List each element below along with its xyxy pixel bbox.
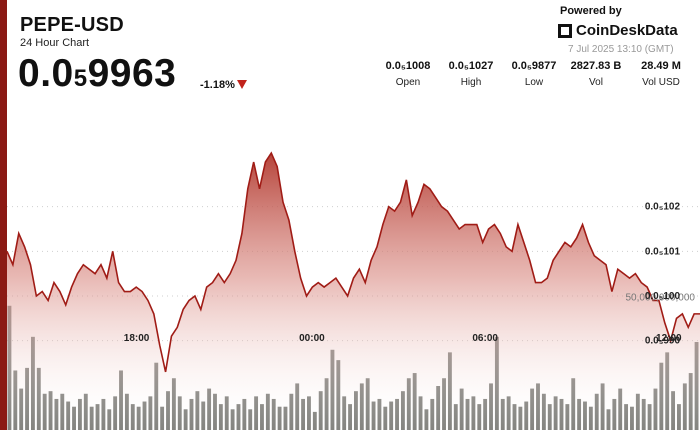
stat-label: Open (395, 77, 421, 88)
price-line (6, 151, 700, 373)
stat-label: Vol USD (642, 77, 680, 88)
chart-timestamp: 7 Jul 2025 13:10 (GMT) (568, 44, 674, 55)
accent-bar (0, 0, 7, 430)
x-tick-label: 06:00 (472, 333, 498, 344)
down-arrow-icon (237, 80, 247, 89)
brand-name: CoinDeskData (576, 22, 678, 39)
stat-value: 0.0₅9877 (511, 60, 557, 72)
price-change: -1.18% (200, 79, 235, 91)
x-tick-label: 18:00 (124, 333, 150, 344)
pair-title: PEPE-USD (20, 14, 124, 36)
x-tick-label: 00:00 (299, 333, 325, 344)
price-zero-count: 5 (73, 65, 88, 92)
y-tick-label: 0.0₅990 (645, 336, 681, 347)
price-area (7, 153, 700, 430)
stat-label: High (460, 77, 482, 88)
stat-value: 2827.83 B (570, 60, 622, 72)
stat-low: 0.0₅9877 Low (496, 60, 572, 88)
y-tick-label: 0.0₅102 (645, 202, 681, 213)
stat-value: 0.0₅1027 (448, 60, 494, 72)
stat-label: Vol (589, 77, 603, 88)
y-tick-label: 0.0₅101 (645, 246, 681, 257)
stat-vol-usd: 28.49 M Vol USD (623, 60, 699, 88)
stat-open: 0.0₅1008 Open (370, 60, 446, 88)
stat-high: 0.0₅1027 High (433, 60, 509, 88)
y-tick-label: 0.0₅100 (645, 291, 681, 302)
powered-by-label: Powered by (560, 5, 622, 17)
stat-vol: 2827.83 B Vol (558, 60, 634, 88)
axis-labels: 50,000,000,000 0.0₅102 0.0₅101 0.0₅100 0.0₅9… (124, 202, 696, 347)
coindesk-logo-icon (558, 23, 572, 38)
chart-subtitle: 24 Hour Chart (20, 37, 90, 49)
stat-label: Low (524, 77, 544, 88)
price-main: 0.0 (18, 52, 74, 95)
stat-value: 0.0₅1008 (385, 60, 431, 72)
brand-logo: CoinDeskData (558, 22, 678, 39)
current-price: 0.059963 (18, 52, 176, 96)
price-digits: 9963 (87, 52, 177, 95)
x-tick-label: 12:00 (656, 333, 682, 344)
stat-value: 28.49 M (641, 60, 681, 72)
volume-tick-label: 50,000,000,000 (625, 293, 695, 304)
